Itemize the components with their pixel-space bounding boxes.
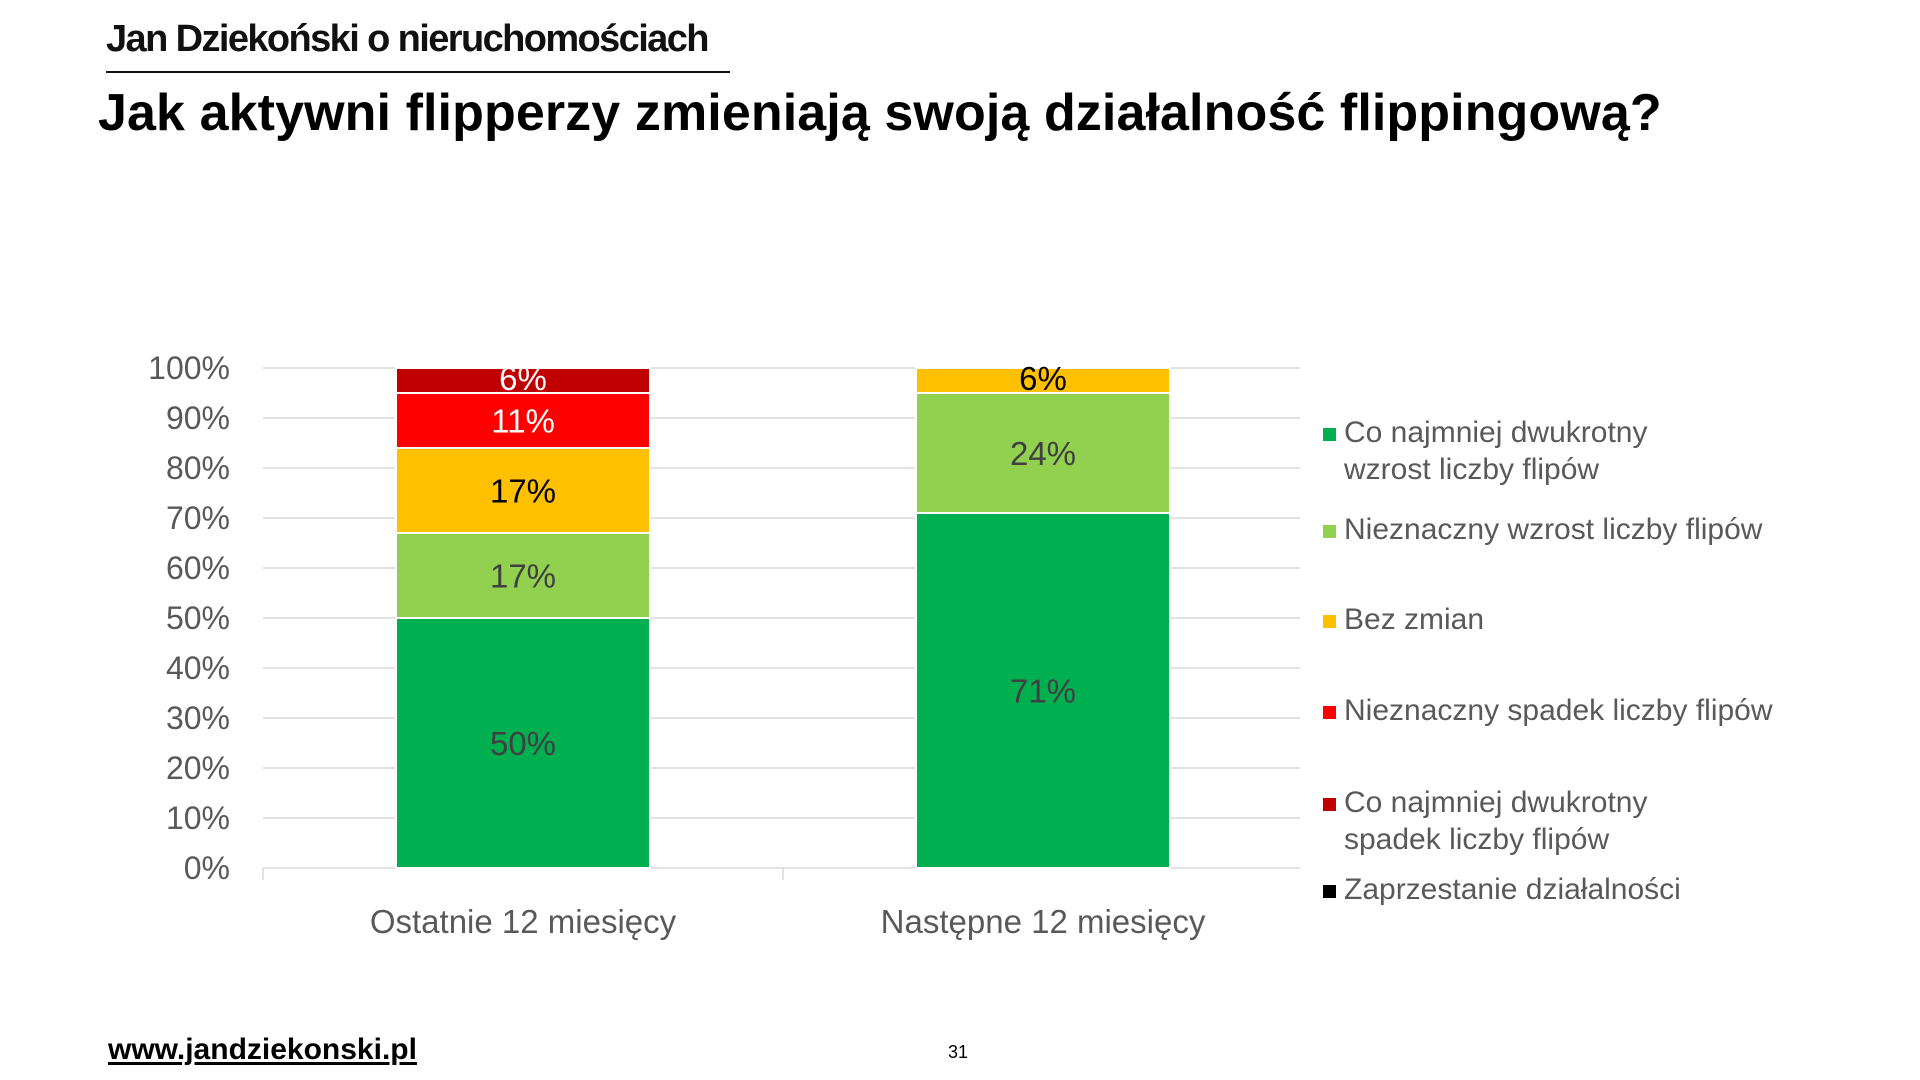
y-tick-label: 80%: [166, 450, 230, 486]
data-label: 24%: [1010, 435, 1076, 472]
y-tick-label: 70%: [166, 500, 230, 536]
website-link[interactable]: www.jandziekonski.pl: [108, 1033, 417, 1066]
data-label: 50%: [490, 725, 556, 762]
legend-label: Co najmniej dwukrotny spadek liczby flip…: [1344, 786, 1648, 856]
data-label: 6%: [1019, 360, 1067, 397]
legend-swatch-icon: [1323, 525, 1336, 538]
data-label: 6%: [499, 360, 547, 397]
brand-header: Jan Dziekoński o nieruchomościach: [106, 18, 709, 60]
legend-item: Co najmniej dwukrotny wzrost liczby flip…: [1323, 414, 1714, 488]
legend-swatch-icon: [1323, 798, 1336, 811]
legend-item: Bez zmian: [1323, 601, 1714, 638]
legend-swatch-icon: [1323, 885, 1336, 898]
legend-label: Co najmniej dwukrotny wzrost liczby flip…: [1344, 416, 1648, 486]
bar-segment: [395, 367, 651, 394]
bar-segment: [915, 392, 1171, 514]
y-tick-label: 90%: [166, 400, 230, 436]
legend-item: Nieznaczny wzrost liczby flipów: [1323, 511, 1864, 548]
data-label: 17%: [490, 558, 556, 595]
data-label: 17%: [490, 473, 556, 510]
data-label: 71%: [1010, 673, 1076, 710]
legend-swatch-icon: [1323, 615, 1336, 628]
chart-plot-area: 0% 10% 20% 30% 40% 50% 60% 70% 80% 90% 100% 50% 17% 1…: [148, 350, 1300, 940]
bar-segment: [395, 532, 651, 619]
legend-item: Zaprzestanie działalności: [1323, 871, 1864, 908]
legend-label: Nieznaczny spadek liczby flipów: [1344, 694, 1773, 727]
slide-title: Jak aktywni flipperzy zmieniają swoją dz…: [98, 84, 1662, 142]
header-divider: [106, 71, 730, 73]
bar-segment: [395, 617, 651, 869]
legend-item: Co najmniej dwukrotny spadek liczby flip…: [1323, 784, 1714, 858]
bar-segment: [395, 447, 651, 534]
legend-swatch-icon: [1323, 428, 1336, 441]
y-tick-label: 50%: [166, 600, 230, 636]
y-tick-label: 40%: [166, 650, 230, 686]
x-category-label: Ostatnie 12 miesięcy: [370, 903, 677, 940]
page-number: 31: [948, 1042, 969, 1062]
legend-item: Nieznaczny spadek liczby flipów: [1323, 692, 1864, 729]
y-tick-label: 30%: [166, 700, 230, 736]
bar-segment: [395, 392, 651, 449]
bar-segment: [915, 367, 1171, 394]
y-tick-label: 0%: [184, 850, 230, 886]
x-category-label: Następne 12 miesięcy: [881, 903, 1206, 940]
legend-label: Nieznaczny wzrost liczby flipów: [1344, 513, 1763, 546]
y-tick-label: 100%: [148, 350, 230, 386]
data-label: 11%: [491, 403, 555, 440]
y-tick-label: 60%: [166, 550, 230, 586]
legend-swatch-icon: [1323, 706, 1336, 719]
legend-label: Bez zmian: [1344, 603, 1485, 636]
y-tick-label: 20%: [166, 750, 230, 786]
y-tick-label: 10%: [166, 800, 230, 836]
legend-label: Zaprzestanie działalności: [1344, 873, 1681, 906]
